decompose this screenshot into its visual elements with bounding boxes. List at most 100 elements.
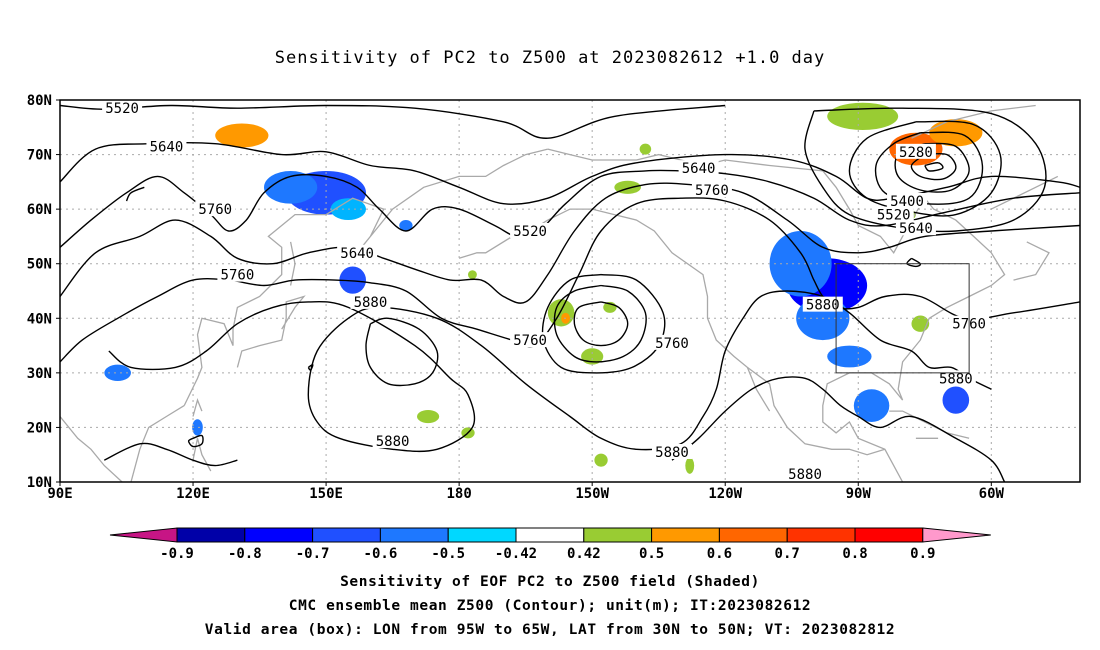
- lat-tick-label: 80N: [27, 93, 52, 109]
- colorbar-cell: [786, 527, 856, 543]
- sensitivity-patch: [417, 409, 440, 424]
- z500-contour: [60, 182, 1080, 304]
- lon-tick-label: 60W: [979, 486, 1005, 502]
- sensitivity-patch: [594, 453, 608, 467]
- colorbar: -0.9 -0.8 -0.7 -0.6 -0.5 -0.42 0.42 0.5 0.6 0.7 0.…: [109, 527, 991, 562]
- lon-tick-label: 90E: [47, 486, 72, 502]
- colorbar-label: 0.42: [567, 546, 601, 562]
- coastline: [183, 148, 548, 406]
- z500-contour: [307, 363, 314, 371]
- contour-label-bg: [678, 160, 719, 176]
- contour-label-bg: [337, 244, 378, 260]
- z500-contour: [910, 152, 957, 181]
- contour-label: 5880: [939, 371, 973, 387]
- z500-contour: [125, 186, 145, 202]
- contour-label: 5640: [150, 139, 184, 155]
- coastline: [1013, 241, 1050, 281]
- contour-label: 5880: [655, 445, 689, 461]
- z500-contour: [924, 162, 944, 172]
- lat-tick-label: 70N: [27, 148, 52, 164]
- colorbar-label: -0.42: [495, 546, 537, 562]
- coastline: [192, 398, 203, 417]
- sensitivity-patch: [769, 230, 832, 297]
- contour-label-bg: [895, 143, 936, 159]
- sensitivity-patch: [827, 102, 899, 131]
- contour-label-bg: [691, 182, 732, 198]
- contour-label: 5760: [221, 268, 255, 284]
- contour-label-bg: [652, 443, 692, 459]
- z500-contour: [541, 273, 666, 374]
- colorbar-high-arrow: [922, 527, 991, 543]
- caption-line-1: Sensitivity of EOF PC2 to Z500 field (Sh…: [340, 574, 760, 590]
- contour-labels: 5520564057605640576058805520564057605760…: [102, 100, 990, 483]
- contour-label: 5520: [105, 101, 139, 117]
- colorbar-label: -0.9: [160, 546, 194, 562]
- lat-tick-label: 10N: [27, 475, 52, 491]
- colorbar-cell: [651, 527, 720, 543]
- contour-label: 5280: [899, 145, 933, 161]
- lon-tick-label: 150E: [309, 486, 343, 502]
- coastline: [746, 367, 771, 412]
- contour-label-bg: [195, 201, 236, 217]
- sensitivity-patch: [399, 220, 413, 231]
- contour-label: 5760: [198, 202, 232, 218]
- z500-contour: [671, 376, 1006, 482]
- lon-tick-label: 90W: [846, 486, 872, 502]
- colorbar-label: 0.9: [910, 546, 935, 562]
- colorbar-low-arrow: [109, 527, 178, 543]
- lat-tick-label: 60N: [27, 202, 52, 218]
- colorbar-label: -0.6: [364, 546, 398, 562]
- sensitivity-patch: [104, 364, 131, 382]
- z500-contour: [804, 107, 1047, 233]
- contour-label-bg: [510, 222, 551, 238]
- lon-tick-label: 120E: [176, 486, 210, 502]
- contour-label-bg: [895, 220, 936, 236]
- lon-tick-label: 120W: [708, 486, 742, 502]
- contour-label-bg: [372, 433, 413, 449]
- contour-label-bg: [785, 465, 826, 481]
- contour-label: 5760: [695, 183, 729, 199]
- colorbar-cell: [718, 527, 788, 543]
- colorbar-cell: [379, 527, 449, 543]
- contour-label: 5520: [513, 224, 547, 240]
- contour-label: 5760: [513, 333, 547, 349]
- sensitivity-patch: [942, 386, 970, 414]
- contour-label: 5520: [877, 208, 911, 224]
- coastline: [991, 175, 1059, 210]
- lat-tick-label: 30N: [27, 366, 52, 382]
- sensitivity-patch: [827, 345, 872, 368]
- z500-contour: [848, 120, 1002, 217]
- contour-label: 5880: [788, 467, 822, 483]
- contour-label: 5400: [890, 194, 924, 210]
- contour-label: 5880: [354, 295, 388, 311]
- lat-tick-label: 20N: [27, 420, 52, 436]
- sensitivity-patch: [215, 123, 269, 148]
- contour-label-bg: [217, 266, 258, 282]
- sensitivity-patch: [468, 270, 477, 279]
- contour-label-bg: [802, 296, 843, 312]
- contour-label-bg: [350, 293, 391, 309]
- lat-tick-label: 40N: [27, 311, 52, 327]
- colorbar-cell: [583, 527, 653, 543]
- colorbar-label: -0.5: [431, 546, 465, 562]
- colorbar-cell: [447, 527, 517, 543]
- coastline: [547, 148, 1006, 482]
- z500-contour: [906, 257, 922, 268]
- sensitivity-patch: [192, 419, 203, 436]
- coastline: [547, 208, 886, 456]
- coastline: [60, 416, 123, 482]
- coastline: [236, 295, 306, 368]
- colorbar-cell: [312, 527, 381, 543]
- coastline: [130, 405, 185, 482]
- colorbar-label: 0.5: [639, 546, 664, 562]
- sensitivity-patch: [264, 170, 318, 204]
- caption-line-2: CMC ensemble mean Z500 (Contour); unit(m…: [288, 598, 812, 614]
- z500-contour: [365, 317, 439, 387]
- colorbar-label: 0.8: [842, 546, 867, 562]
- contour-label-bg: [887, 192, 928, 208]
- lon-tick-label: 180: [446, 486, 471, 502]
- colorbar-cell: [244, 527, 314, 543]
- colorbar-label: 0.6: [707, 546, 732, 562]
